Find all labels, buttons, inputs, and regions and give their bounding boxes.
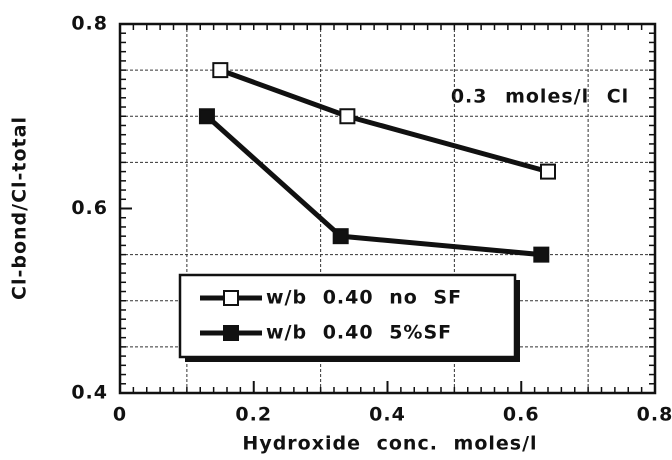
y-tick-label: 0.8 [71, 13, 108, 35]
y-tick-label: 0.6 [71, 197, 108, 219]
x-tick-label: 0 [113, 404, 127, 426]
legend-label: w/b 0.40 no SF [266, 287, 462, 309]
marker [332, 228, 349, 245]
x-tick-label: 0.6 [503, 404, 540, 426]
plot-frame [118, 22, 657, 395]
legend-box [178, 273, 517, 359]
marker [198, 108, 215, 125]
marker [339, 108, 356, 125]
x-axis-label: Hydroxide conc. moles/l [242, 433, 537, 455]
marker [223, 290, 239, 306]
x-tick-label: 0.8 [637, 404, 672, 426]
legend-label: w/b 0.40 5%SF [266, 322, 452, 344]
marker [223, 325, 239, 341]
legend-shadow [185, 357, 520, 362]
legend: w/b 0.40 no SF w/b 0.40 5%SF [178, 273, 520, 362]
annotation: 0.3 moles/l Cl [451, 86, 629, 108]
series-line [205, 114, 542, 258]
y-axis-label: Cl-bond/Cl-total [9, 116, 31, 300]
x-tick-label: 0.4 [369, 404, 406, 426]
marker [212, 62, 229, 79]
legend-shadow [515, 280, 520, 362]
x-tick-label: 0.2 [235, 404, 272, 426]
marker [533, 246, 550, 263]
marker [540, 163, 556, 180]
y-tick-label: 0.4 [71, 382, 108, 404]
